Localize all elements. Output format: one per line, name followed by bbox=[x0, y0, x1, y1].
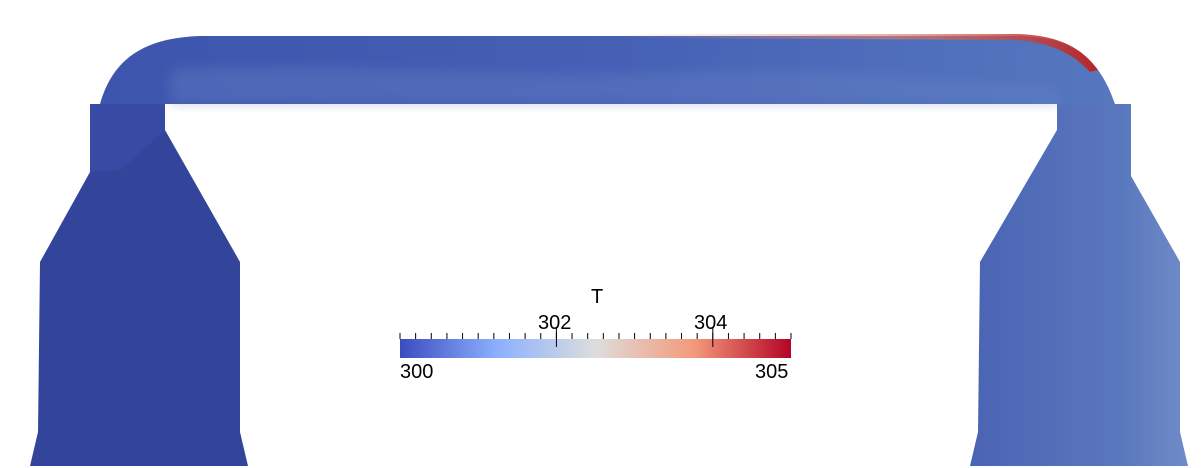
left-column-neck-shading bbox=[90, 104, 165, 172]
colorbar-title: T bbox=[591, 286, 604, 308]
colorbar-major-tick-label: 302 bbox=[538, 312, 572, 334]
colorbar-min-label: 300 bbox=[400, 361, 434, 383]
bridge-hot-boundary bbox=[620, 34, 1098, 72]
colorbar-max-label: 305 bbox=[755, 361, 789, 383]
colorbar-major-tick-label: 304 bbox=[694, 312, 728, 334]
colorbar bbox=[399, 327, 792, 358]
left-column bbox=[30, 104, 248, 466]
colorbar-gradient bbox=[400, 339, 791, 358]
right-column bbox=[970, 104, 1188, 466]
bridge-mixing-band bbox=[170, 67, 1060, 104]
colorbar-ticks bbox=[399, 327, 792, 347]
